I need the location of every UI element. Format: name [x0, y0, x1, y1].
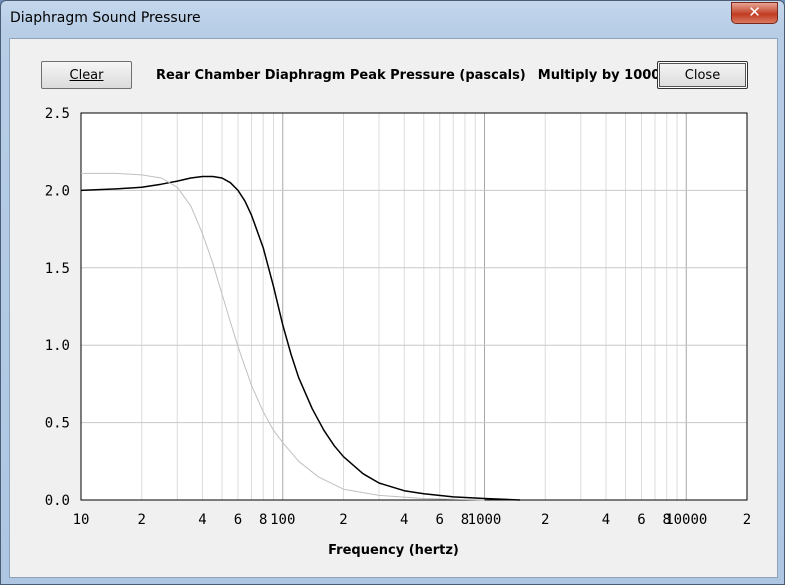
x-tick-label: 100: [270, 512, 295, 528]
x-tick-label: 8: [259, 512, 267, 528]
x-tick-label: 4: [400, 512, 408, 528]
x-tick-label: 2: [339, 512, 347, 528]
window-title: Diaphragm Sound Pressure: [10, 10, 201, 26]
series-line-2: [81, 172, 485, 501]
multiplier-note: Multiply by 1000: [537, 68, 661, 83]
close-button[interactable]: Close: [657, 61, 748, 89]
x-tick-label: 10000: [665, 512, 707, 528]
x-tick-label: 4: [198, 512, 206, 528]
y-tick-label: 0.0: [45, 493, 70, 509]
title-bar[interactable]: Diaphragm Sound Pressure ✕: [1, 1, 784, 37]
x-tick-label: 6: [234, 512, 242, 528]
client-area: Clear Rear Chamber Diaphragm Peak Pressu…: [9, 38, 778, 578]
x-tick-label: 6: [436, 512, 444, 528]
series-group: [80, 172, 521, 501]
x-tick-label: 2: [743, 512, 751, 528]
chart-title: Rear Chamber Diaphragm Peak Pressure (pa…: [156, 68, 526, 83]
y-tick-labels: 0.0 0.5 1.0 1.5 2.0 2.5: [45, 106, 70, 509]
y-tick-label: 2.5: [45, 106, 70, 122]
y-tick-label: 2.0: [45, 183, 70, 199]
plot-background: [81, 113, 747, 500]
x-tick-label: 1000: [468, 512, 502, 528]
x-tick-label: 2: [541, 512, 549, 528]
window-close-button[interactable]: ✕: [731, 2, 778, 24]
x-tick-label: 8: [662, 512, 670, 528]
clear-button[interactable]: Clear: [41, 61, 132, 89]
x-tick-label: 8: [461, 512, 469, 528]
x-tick-label: 2: [138, 512, 146, 528]
y-tick-label: 1.0: [45, 338, 70, 354]
y-tick-label: 0.5: [45, 416, 70, 432]
grid-lines: [81, 112, 748, 501]
x-tick-label: 4: [602, 512, 610, 528]
plot-area: [80, 112, 748, 501]
chart-heading: Rear Chamber Diaphragm Peak Pressure (pa…: [156, 68, 660, 83]
y-tick-label: 1.5: [45, 261, 70, 277]
x-tick-label: 6: [637, 512, 645, 528]
series-line-1: [80, 175, 521, 501]
x-tick-label: 10: [73, 512, 90, 528]
x-axis-label: Frequency (hertz): [328, 543, 459, 558]
